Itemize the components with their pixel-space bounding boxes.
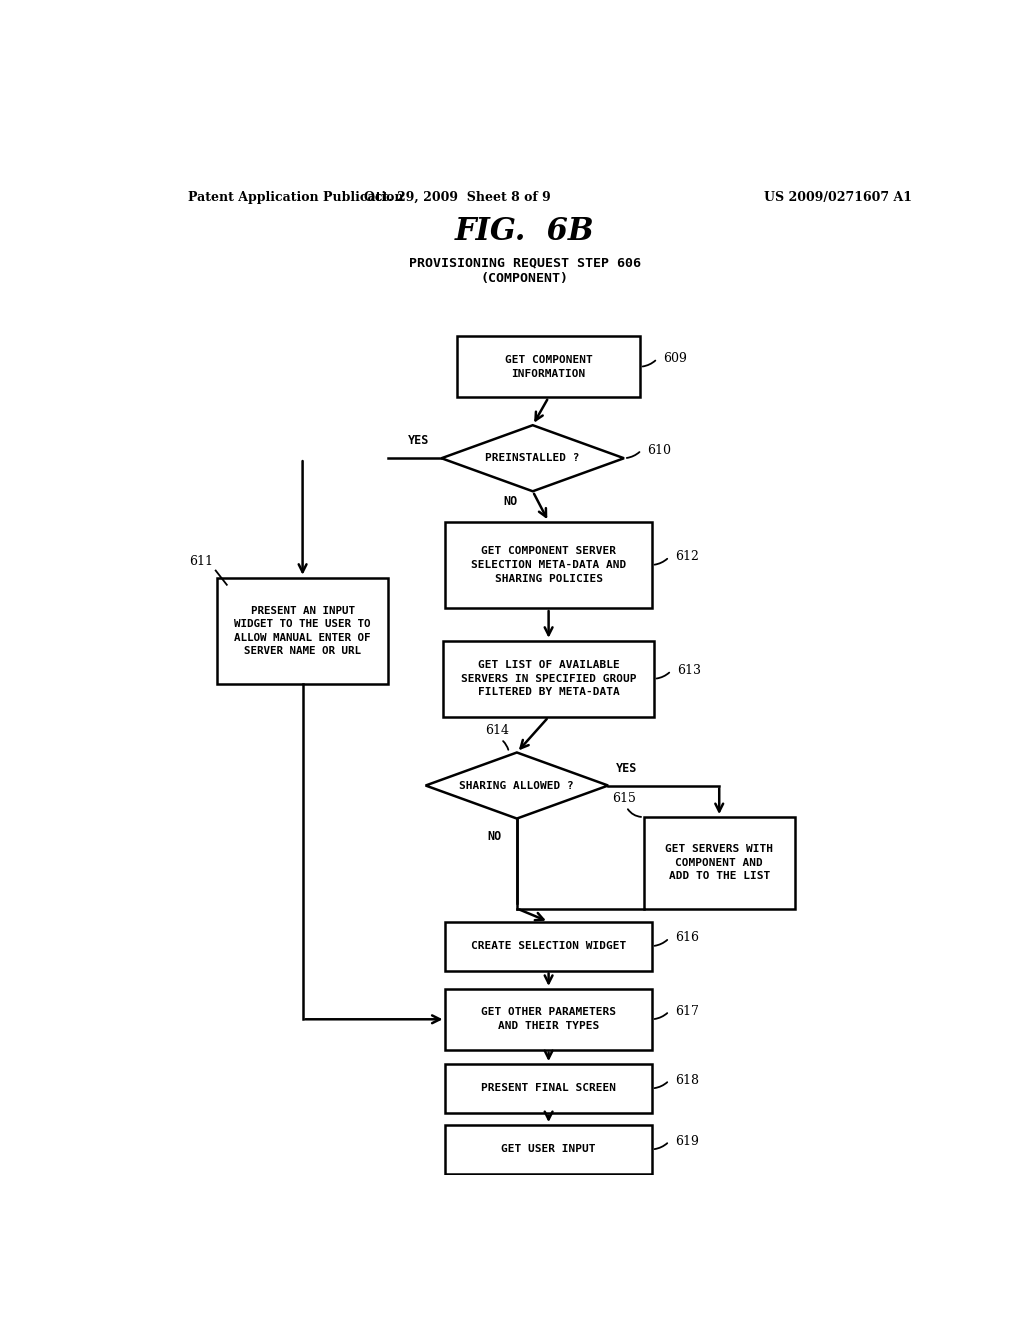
Text: 610: 610 (647, 444, 671, 457)
Text: GET SERVERS WITH
COMPONENT AND
ADD TO THE LIST: GET SERVERS WITH COMPONENT AND ADD TO TH… (666, 845, 773, 882)
Text: CREATE SELECTION WIDGET: CREATE SELECTION WIDGET (471, 941, 627, 952)
FancyBboxPatch shape (443, 640, 653, 717)
Text: 618: 618 (675, 1073, 698, 1086)
Text: GET USER INPUT: GET USER INPUT (502, 1144, 596, 1155)
Text: Patent Application Publication: Patent Application Publication (187, 190, 403, 203)
FancyBboxPatch shape (217, 578, 388, 684)
Text: Oct. 29, 2009  Sheet 8 of 9: Oct. 29, 2009 Sheet 8 of 9 (364, 190, 551, 203)
Text: GET OTHER PARAMETERS
AND THEIR TYPES: GET OTHER PARAMETERS AND THEIR TYPES (481, 1007, 616, 1031)
Text: 609: 609 (663, 352, 687, 366)
Text: NO: NO (487, 830, 502, 843)
Text: US 2009/0271607 A1: US 2009/0271607 A1 (764, 190, 912, 203)
Text: NO: NO (504, 495, 518, 508)
Text: PREINSTALLED ?: PREINSTALLED ? (485, 453, 580, 463)
FancyBboxPatch shape (644, 817, 795, 908)
Text: PRESENT FINAL SCREEN: PRESENT FINAL SCREEN (481, 1084, 616, 1093)
FancyBboxPatch shape (445, 1064, 652, 1113)
Text: SHARING ALLOWED ?: SHARING ALLOWED ? (460, 780, 574, 791)
Text: 612: 612 (675, 550, 698, 564)
Text: GET COMPONENT SERVER
SELECTION META-DATA AND
SHARING POLICIES: GET COMPONENT SERVER SELECTION META-DATA… (471, 546, 627, 583)
FancyBboxPatch shape (445, 521, 652, 609)
Polygon shape (426, 752, 608, 818)
Text: 619: 619 (675, 1135, 698, 1148)
FancyBboxPatch shape (458, 337, 640, 397)
Text: 615: 615 (612, 792, 636, 805)
Polygon shape (441, 425, 624, 491)
Text: (COMPONENT): (COMPONENT) (481, 272, 568, 285)
FancyBboxPatch shape (445, 1125, 652, 1173)
Text: YES: YES (409, 434, 430, 447)
Text: GET LIST OF AVAILABLE
SERVERS IN SPECIFIED GROUP
FILTERED BY META-DATA: GET LIST OF AVAILABLE SERVERS IN SPECIFI… (461, 660, 636, 697)
Text: 611: 611 (189, 554, 213, 568)
Text: YES: YES (616, 762, 637, 775)
Text: FIG.  6B: FIG. 6B (455, 216, 595, 247)
Text: 614: 614 (485, 725, 509, 738)
Text: 616: 616 (675, 932, 698, 945)
FancyBboxPatch shape (445, 921, 652, 970)
Text: 613: 613 (677, 664, 700, 677)
Text: PROVISIONING REQUEST STEP 606: PROVISIONING REQUEST STEP 606 (409, 256, 641, 269)
Text: GET COMPONENT
INFORMATION: GET COMPONENT INFORMATION (505, 355, 593, 379)
Text: PRESENT AN INPUT
WIDGET TO THE USER TO
ALLOW MANUAL ENTER OF
SERVER NAME OR URL: PRESENT AN INPUT WIDGET TO THE USER TO A… (234, 606, 371, 656)
Text: 617: 617 (675, 1005, 698, 1018)
FancyBboxPatch shape (445, 989, 652, 1049)
